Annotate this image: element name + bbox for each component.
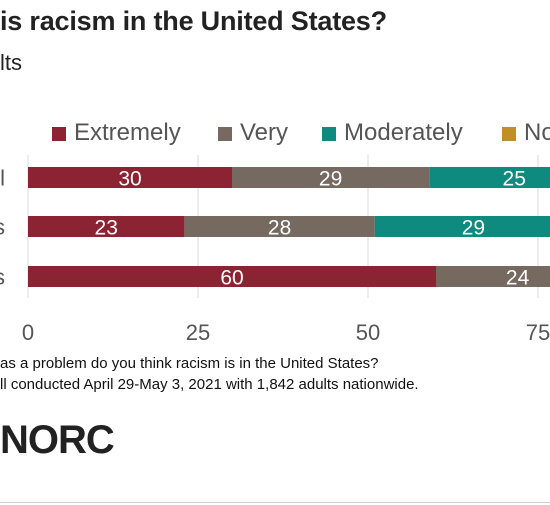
legend-swatch-moderately <box>322 127 336 141</box>
x-tick-label-1: 25 <box>186 320 210 345</box>
data-label-very-row0: 29 <box>319 168 342 191</box>
legend-label-no: No <box>524 119 550 146</box>
norc-logo: NORC <box>0 418 115 462</box>
data-label-moderately-row0: 25 <box>503 168 526 191</box>
data-label-moderately-row1: 29 <box>462 217 485 240</box>
bar-extremely-row0 <box>28 167 232 188</box>
legend: Extremely Very Moderately No <box>52 119 550 146</box>
data-label-extremely-row0: 30 <box>118 168 141 191</box>
bar-moderately-row0 <box>429 167 550 188</box>
data-label-extremely-row2: 60 <box>220 267 243 290</box>
legend-swatch-very <box>218 127 232 141</box>
data-label-extremely-row1: 23 <box>95 217 118 240</box>
data-label-very-row1: 28 <box>268 217 291 240</box>
legend-label-very: Very <box>240 119 288 146</box>
chart-title: is racism in the United States? <box>0 6 387 36</box>
bar-very-row0 <box>232 167 430 188</box>
footnote-question: as a problem do you think racism is in t… <box>0 355 379 372</box>
bars: 30 29 25 23 28 29 60 24 <box>28 167 550 290</box>
footnote-source: ll conducted April 29-May 3, 2021 with 1… <box>0 376 419 393</box>
category-label-0: l <box>0 166 5 191</box>
x-axis-ticks: 0 25 50 75 <box>22 320 550 345</box>
category-labels: lss <box>0 166 5 290</box>
chart-subtitle: lts <box>0 50 22 75</box>
legend-swatch-extremely <box>52 127 66 141</box>
category-label-1: s <box>0 215 5 240</box>
x-tick-label-0: 0 <box>22 320 34 345</box>
legend-label-moderately: Moderately <box>344 119 463 146</box>
bar-very-row1 <box>184 216 375 237</box>
data-label-very-row2: 24 <box>506 267 530 290</box>
x-tick-label-2: 50 <box>356 320 380 345</box>
x-tick-label-3: 75 <box>526 320 550 345</box>
bottom-divider <box>0 502 550 503</box>
bar-very-row2 <box>436 266 550 287</box>
legend-swatch-no <box>502 127 516 141</box>
bar-moderately-row1 <box>374 216 550 237</box>
bar-extremely-row2 <box>28 266 436 287</box>
legend-label-extremely: Extremely <box>74 119 181 146</box>
category-label-2: s <box>0 265 5 290</box>
bar-extremely-row1 <box>28 216 185 237</box>
